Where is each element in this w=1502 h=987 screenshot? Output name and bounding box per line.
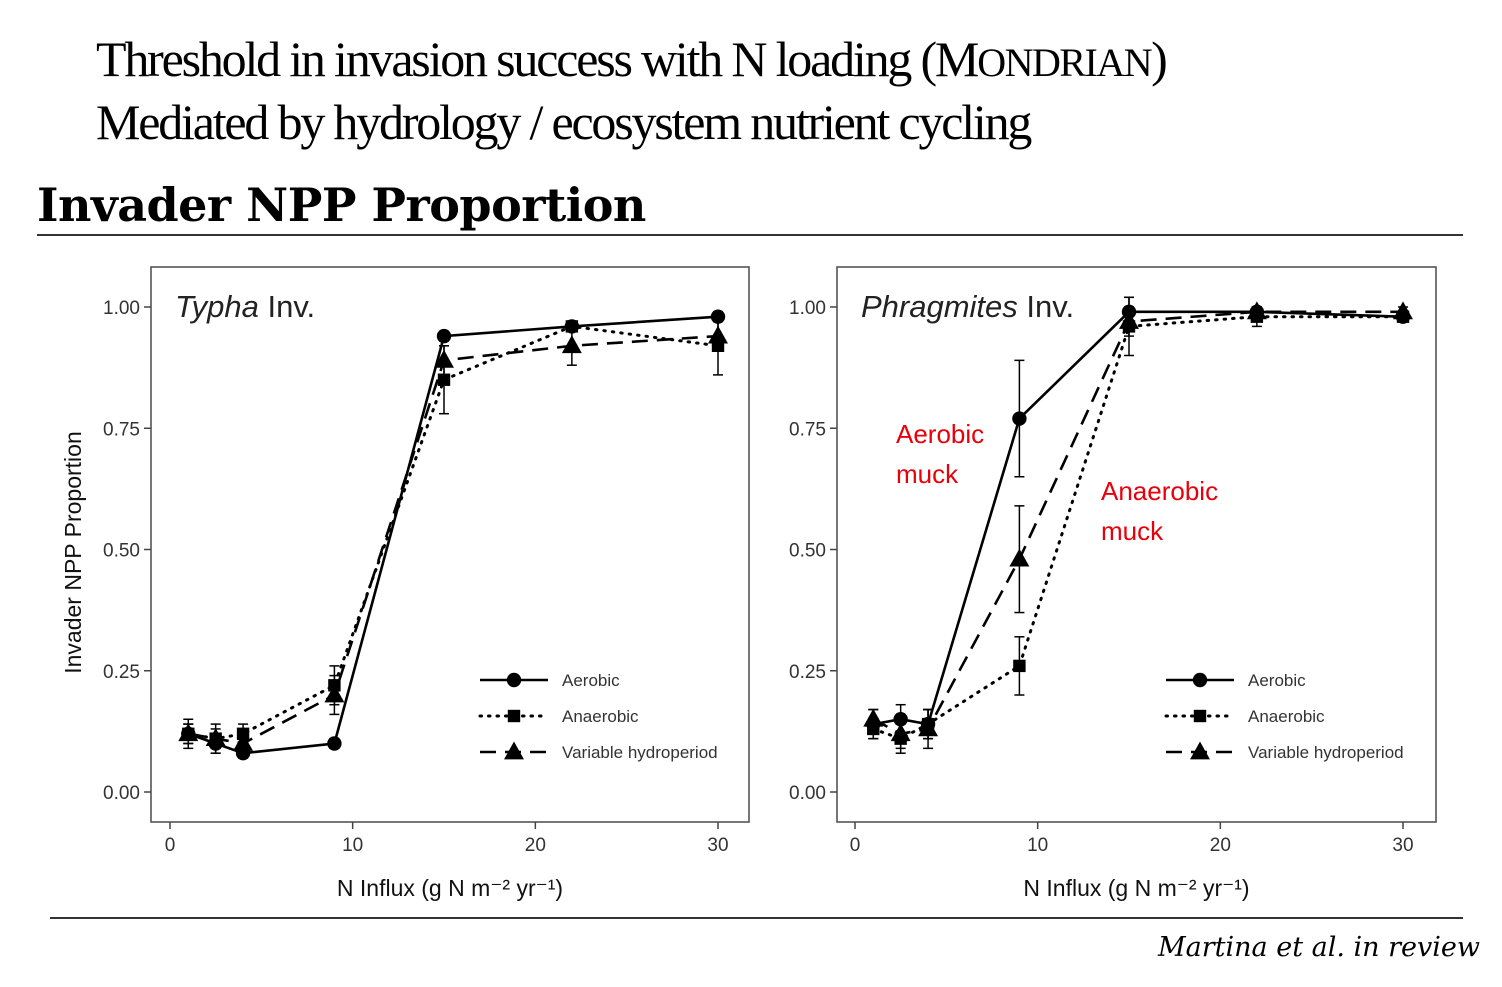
bottom-divider bbox=[50, 917, 1463, 919]
x-tick-label: 30 bbox=[707, 835, 728, 856]
legend-marker bbox=[1190, 741, 1210, 760]
panel-label-taxon: Phragmites bbox=[861, 289, 1018, 324]
data-point bbox=[1393, 301, 1413, 320]
y-tick-label: 0.75 bbox=[103, 419, 140, 440]
title-line-1-smallcaps: ONDRIAN bbox=[977, 40, 1152, 85]
y-tick-label: 0.50 bbox=[789, 541, 826, 562]
annotation-aerobic-muck: Aerobic muck bbox=[896, 419, 984, 489]
slide-subtitle: Invader NPP Proportion bbox=[37, 178, 646, 232]
legend-label: Aerobic bbox=[562, 671, 620, 690]
legend-marker bbox=[506, 672, 522, 688]
panel-label: Phragmites Inv. bbox=[861, 289, 1074, 324]
data-point bbox=[561, 335, 582, 354]
data-point bbox=[1119, 311, 1139, 329]
data-point bbox=[178, 723, 199, 742]
title-line-2: Mediated by hydrology / ecosystem nutrie… bbox=[96, 94, 1032, 150]
data-point bbox=[708, 325, 728, 344]
y-tick-label: 0.00 bbox=[789, 783, 826, 804]
legend: Aerobic Anaerobic Variable hydroperiod bbox=[478, 671, 718, 762]
legend-marker bbox=[507, 709, 521, 723]
x-axis-label: N Influx (g N m⁻² yr⁻¹) bbox=[1023, 875, 1249, 901]
data-point bbox=[1246, 301, 1267, 320]
data-point bbox=[1013, 659, 1026, 673]
data-point bbox=[863, 708, 884, 727]
annotation-anaerobic-muck-line: muck bbox=[1101, 516, 1164, 546]
data-point bbox=[324, 684, 345, 703]
plot-frame bbox=[150, 266, 750, 823]
y-axis-label: Invader NPP Proportion bbox=[60, 431, 86, 674]
data-point bbox=[918, 718, 939, 737]
title-line-1-end: ) bbox=[1151, 31, 1168, 87]
chart-panel-2: 0.00 0.25 0.50 0.75 1.00 0 10 20 30 N Influx (g N… bbox=[789, 266, 1437, 901]
data-point bbox=[436, 328, 452, 344]
plot-frame bbox=[836, 266, 1437, 823]
data-point bbox=[233, 733, 254, 751]
panel-label-taxon: Typha bbox=[175, 289, 259, 324]
title-line-1: Threshold in invasion success with N loa… bbox=[96, 31, 1168, 87]
data-point bbox=[327, 736, 342, 751]
annotation-aerobic-muck-line: Aerobic bbox=[896, 419, 984, 449]
y-tick-label: 0.75 bbox=[789, 419, 826, 440]
data-point bbox=[205, 728, 226, 746]
top-divider bbox=[37, 234, 1463, 236]
chart-panel-1: 0.00 0.25 0.50 0.75 1.00 0 10 20 30 N Influx (g N… bbox=[60, 266, 750, 901]
legend-label: Variable hydroperiod bbox=[1248, 743, 1404, 762]
y-tick-label: 0.25 bbox=[789, 662, 826, 683]
y-tick-label: 1.00 bbox=[789, 298, 826, 319]
x-tick-label: 10 bbox=[1027, 835, 1048, 856]
series-variable-hydroperiod bbox=[178, 320, 728, 754]
legend: Aerobic Anaerobic Variable hydroperiod bbox=[1164, 671, 1404, 762]
data-point bbox=[1009, 548, 1030, 567]
x-tick-label: 10 bbox=[342, 835, 363, 856]
panel-label-suffix: Inv. bbox=[1018, 289, 1074, 324]
data-point bbox=[437, 373, 451, 386]
y-tick-label: 0.50 bbox=[103, 541, 140, 562]
legend-label: Aerobic bbox=[1248, 671, 1306, 690]
legend-marker bbox=[504, 741, 524, 760]
data-point bbox=[434, 349, 454, 368]
y-tick-label: 1.00 bbox=[103, 298, 140, 319]
legend-label: Anaerobic bbox=[562, 707, 639, 726]
data-point bbox=[1012, 411, 1027, 426]
x-tick-label: 0 bbox=[165, 835, 176, 856]
x-axis-label: N Influx (g N m⁻² yr⁻¹) bbox=[337, 875, 563, 901]
panel-label: Typha Inv. bbox=[175, 289, 315, 324]
annotation-aerobic-muck-line: muck bbox=[896, 459, 959, 489]
legend-label: Anaerobic bbox=[1248, 707, 1325, 726]
annotation-anaerobic-muck-line: Anaerobic bbox=[1101, 476, 1218, 506]
legend-marker bbox=[1193, 709, 1207, 723]
series-variable-hydroperiod bbox=[863, 301, 1413, 750]
y-tick-label: 0.00 bbox=[103, 783, 140, 804]
legend-label: Variable hydroperiod bbox=[562, 743, 718, 762]
title-line-1-main: Threshold in invasion success with N loa… bbox=[96, 31, 979, 87]
panel-label-suffix: Inv. bbox=[259, 289, 315, 324]
x-tick-label: 30 bbox=[1392, 835, 1413, 856]
y-tick-label: 0.25 bbox=[103, 662, 140, 683]
citation: Martina et al. in review bbox=[1158, 932, 1480, 963]
annotation-anaerobic-muck: Anaerobic muck bbox=[1101, 476, 1218, 546]
legend-marker bbox=[1192, 672, 1208, 688]
x-tick-label: 0 bbox=[850, 835, 861, 856]
x-tick-label: 20 bbox=[1210, 835, 1231, 856]
data-point bbox=[890, 723, 911, 742]
x-tick-label: 20 bbox=[525, 835, 546, 856]
